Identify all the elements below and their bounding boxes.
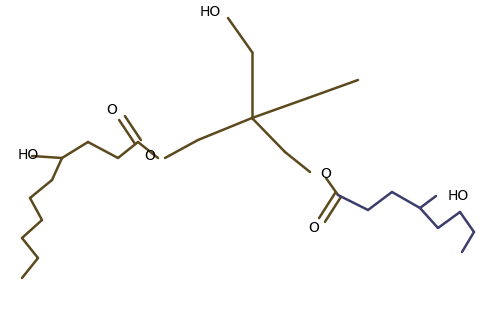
Text: O: O [308,221,320,235]
Text: HO: HO [200,5,221,19]
Text: O: O [144,149,155,163]
Text: O: O [320,167,331,181]
Text: HO: HO [448,189,469,203]
Text: HO: HO [18,148,39,162]
Text: O: O [107,103,118,117]
